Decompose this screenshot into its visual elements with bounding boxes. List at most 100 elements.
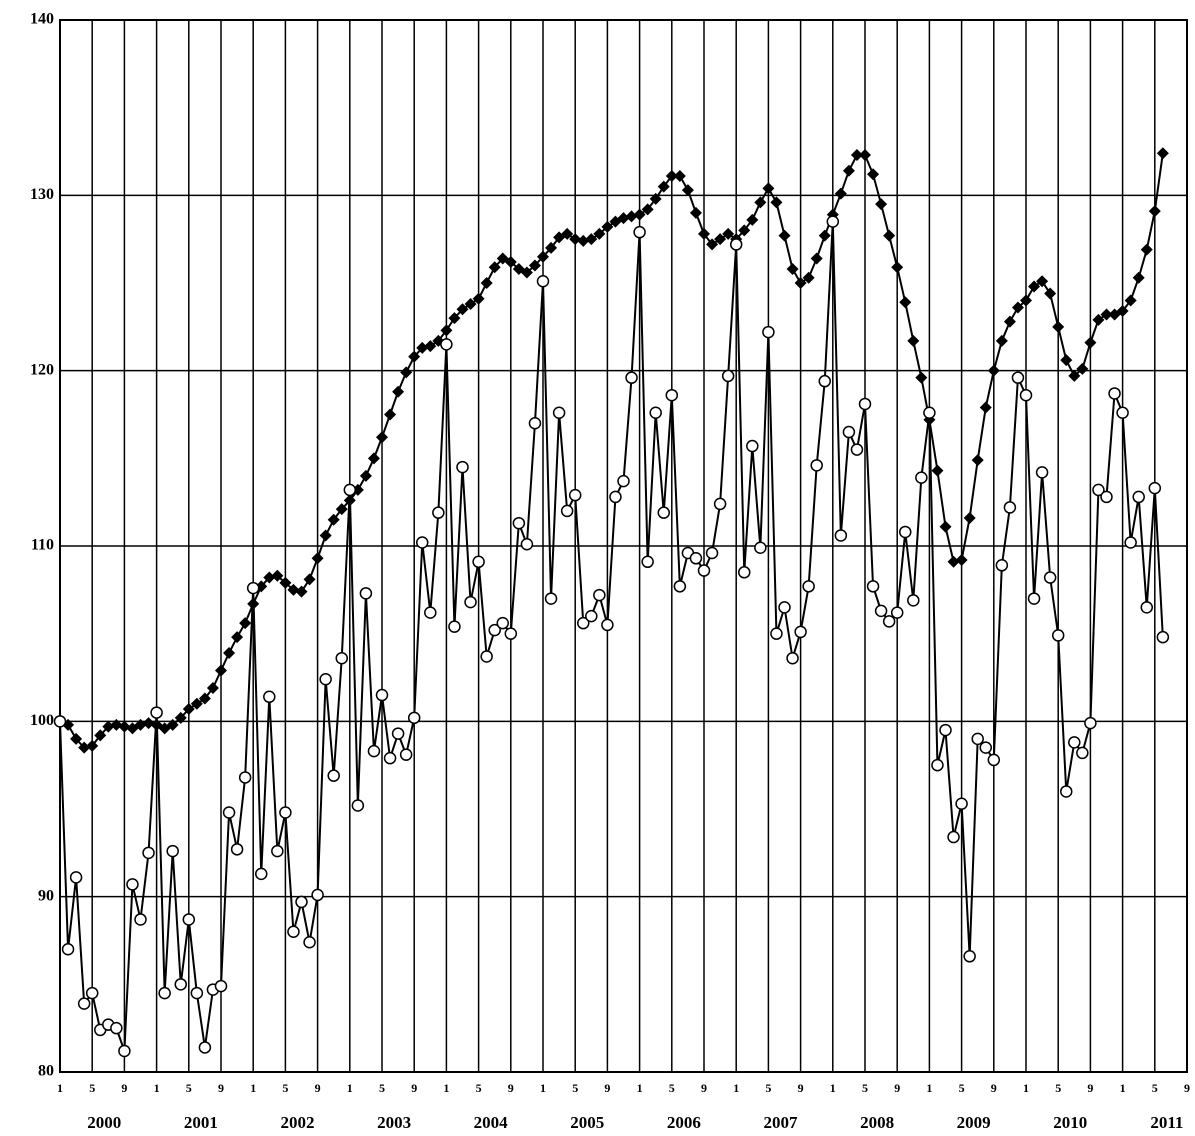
diamond-marker (376, 431, 388, 444)
diamond-marker (818, 229, 831, 242)
circle-marker (874, 604, 888, 618)
circle-marker (810, 459, 823, 472)
diamond-marker (794, 277, 807, 289)
circle-marker (762, 325, 775, 339)
diamond-marker (102, 720, 115, 733)
x-tick-label: 9 (218, 1081, 224, 1095)
diamond-marker (1092, 313, 1105, 326)
diamond-marker (625, 210, 638, 223)
diamond-marker (762, 182, 775, 195)
x-tick-label: 1 (540, 1081, 546, 1095)
diamond-marker (1100, 308, 1113, 321)
circle-marker (931, 758, 944, 772)
circle-marker (528, 417, 542, 430)
circle-marker (1076, 746, 1089, 760)
diamond-marker (1036, 275, 1049, 288)
year-label: 2001 (184, 1113, 218, 1132)
x-tick-label: 9 (991, 1081, 997, 1095)
diamond-marker (1132, 271, 1145, 284)
diamond-marker (842, 164, 855, 177)
diamond-marker (1044, 287, 1057, 300)
circle-marker (818, 374, 831, 388)
circle-marker (641, 555, 654, 569)
circle-marker (858, 397, 872, 411)
circle-marker (504, 627, 518, 640)
year-label: 2002 (280, 1113, 314, 1132)
circle-marker (560, 504, 574, 518)
series (54, 147, 1169, 754)
diamond-marker (239, 617, 252, 630)
circle-marker (649, 406, 662, 419)
x-tick-label: 9 (701, 1081, 707, 1095)
diamond-marker (738, 224, 751, 237)
x-tick-label: 5 (186, 1081, 192, 1095)
x-tick-label: 9 (315, 1081, 321, 1095)
circle-marker (1011, 371, 1025, 384)
diamond-marker (665, 170, 678, 183)
circle-marker (1068, 736, 1081, 749)
diamond-marker (1156, 147, 1169, 160)
circle-marker (158, 986, 171, 1000)
diamond-marker (754, 196, 767, 209)
diamond-marker (1011, 301, 1024, 314)
circle-marker (915, 471, 928, 484)
x-tick-label: 5 (1055, 1081, 1061, 1095)
circle-marker (1156, 630, 1170, 644)
diamond-marker (464, 298, 477, 311)
circle-marker (424, 606, 437, 619)
circle-marker (882, 615, 896, 628)
x-tick-label: 1 (733, 1081, 739, 1095)
diamond-marker (198, 692, 211, 705)
x-tick-label: 1 (154, 1081, 160, 1095)
circle-marker (343, 483, 357, 497)
circle-marker (1060, 785, 1073, 798)
circle-marker (1140, 601, 1153, 614)
circle-marker (190, 986, 204, 1000)
circle-marker (520, 537, 534, 551)
circle-marker (657, 506, 670, 519)
diamond-marker (641, 203, 654, 216)
diamond-marker (585, 233, 598, 246)
circle-marker (1148, 481, 1162, 495)
circle-marker (995, 559, 1009, 572)
x-tick-label: 5 (476, 1081, 482, 1095)
circle-marker (673, 580, 687, 593)
diamond-marker (963, 511, 976, 524)
diamond-marker (528, 259, 541, 272)
diamond-marker (955, 554, 968, 567)
circle-marker (609, 490, 622, 504)
x-tick-label: 5 (282, 1081, 288, 1095)
circle-marker (335, 651, 348, 665)
circle-marker (279, 806, 292, 819)
circle-marker (794, 625, 807, 639)
x-tick-label: 9 (1087, 1081, 1093, 1095)
diamond-marker (174, 711, 187, 724)
x-tick-label: 9 (508, 1081, 514, 1095)
circle-marker (1043, 571, 1057, 584)
circle-marker (407, 711, 421, 725)
diamond-marker (1052, 320, 1065, 333)
year-label: 2006 (667, 1113, 701, 1132)
diamond-marker (850, 149, 863, 162)
diamond-marker (215, 664, 227, 677)
x-tick-label: 1 (57, 1081, 63, 1095)
diamond-marker (182, 703, 195, 716)
diamond-marker (1068, 369, 1081, 382)
diamond-marker (657, 180, 670, 193)
diamond-marker (891, 261, 904, 274)
circle-marker (713, 497, 727, 511)
circle-marker (295, 895, 308, 909)
diamond-marker (392, 385, 405, 398)
circle-marker (142, 846, 155, 860)
circle-marker (110, 1021, 123, 1035)
diamond-marker (118, 720, 131, 733)
year-label: 2004 (474, 1113, 509, 1132)
diamond-marker (472, 292, 485, 305)
x-tick-label: 1 (443, 1081, 449, 1095)
circle-marker (327, 769, 340, 782)
diamond-marker (907, 334, 920, 347)
diamond-marker (867, 168, 880, 181)
diamond-marker (1076, 362, 1089, 375)
circle-marker (1132, 490, 1145, 504)
year-label: 2008 (860, 1113, 894, 1132)
